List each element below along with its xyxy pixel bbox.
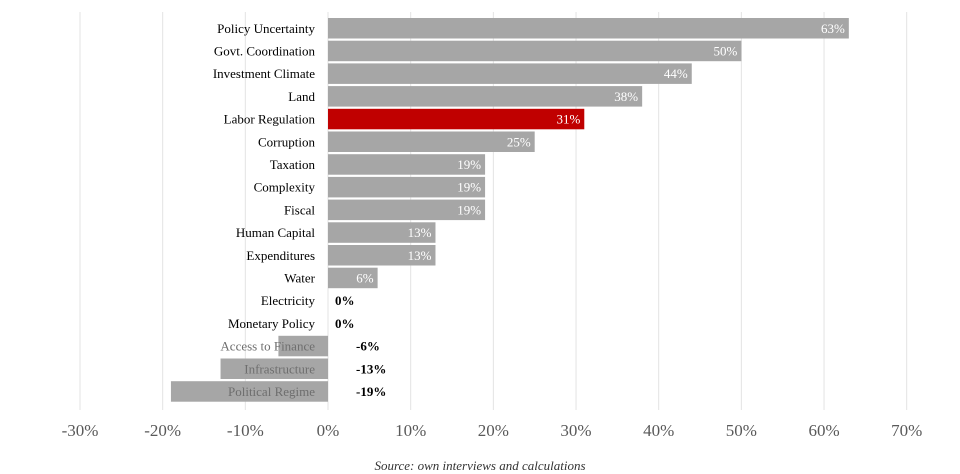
source-note: Source: own interviews and calculations [374, 458, 586, 473]
bar-policy-uncertainty [328, 18, 849, 39]
x-tick-label: 70% [891, 421, 922, 440]
x-tick-label: -30% [62, 421, 99, 440]
data-label: 13% [408, 225, 432, 240]
category-label: Monetary Policy [228, 316, 316, 331]
category-label: Political Regime [228, 384, 315, 399]
category-label: Policy Uncertainty [217, 21, 315, 36]
data-label: -6% [356, 339, 380, 354]
bar-complexity [328, 176, 486, 198]
category-label: Water [284, 270, 315, 285]
x-tick-label: 20% [478, 421, 509, 440]
bar-labor-regulation [328, 108, 585, 130]
data-label: 25% [507, 134, 531, 149]
bar-govt-coordination [328, 40, 742, 62]
bar-human-capital [328, 222, 436, 243]
data-label: 44% [664, 66, 688, 81]
data-label: 6% [356, 270, 374, 285]
bar-political-regime [170, 381, 329, 402]
x-tick-label: 40% [643, 421, 674, 440]
data-label: 0% [335, 316, 355, 331]
bar-corruption [328, 131, 535, 152]
category-label: Land [288, 89, 315, 104]
category-label: Access to Finance [220, 339, 315, 354]
category-label: Taxation [270, 157, 316, 172]
data-label: -19% [356, 384, 386, 399]
category-label: Complexity [254, 180, 316, 195]
x-tick-label: 10% [395, 421, 426, 440]
category-label: Labor Regulation [224, 112, 316, 127]
bar-investment-climate [328, 63, 692, 84]
data-label: 13% [408, 248, 432, 263]
category-label: Corruption [258, 134, 316, 149]
data-label: 19% [457, 180, 481, 195]
bar-infrastructure [220, 358, 329, 379]
bar-expenditures [328, 245, 436, 266]
data-label: -13% [356, 361, 386, 376]
x-tick-label: 60% [808, 421, 839, 440]
bars [170, 18, 849, 402]
data-label: 0% [335, 293, 355, 308]
data-label: 38% [614, 89, 638, 104]
labels: Policy Uncertainty 63% Govt. Coordination 5… [213, 21, 845, 399]
x-tick-label: 0% [317, 421, 340, 440]
bar-fiscal [328, 199, 486, 221]
data-label: 19% [457, 202, 481, 217]
x-tick-label: -20% [144, 421, 181, 440]
x-tick-label: 30% [560, 421, 591, 440]
bar-land [328, 86, 643, 107]
data-label: 31% [556, 112, 580, 127]
bar-access-to-finance [278, 335, 329, 357]
category-label: Investment Climate [213, 66, 315, 81]
category-label: Infrastructure [244, 361, 315, 376]
category-label: Expenditures [246, 248, 315, 263]
x-axis-ticks: -30% -20% -10% 0% 10% 20% 30% 40% 50% 60% 70% [62, 421, 923, 440]
data-label: 19% [457, 157, 481, 172]
category-label: Human Capital [236, 225, 315, 240]
x-tick-label: -10% [227, 421, 264, 440]
category-label: Govt. Coordination [214, 43, 316, 58]
category-label: Electricity [261, 293, 316, 308]
x-tick-label: 50% [726, 421, 757, 440]
bar-water [328, 267, 378, 289]
data-label: 63% [821, 21, 845, 36]
bar-taxation [328, 154, 486, 175]
data-label: 50% [714, 43, 738, 58]
category-label: Fiscal [284, 202, 315, 217]
